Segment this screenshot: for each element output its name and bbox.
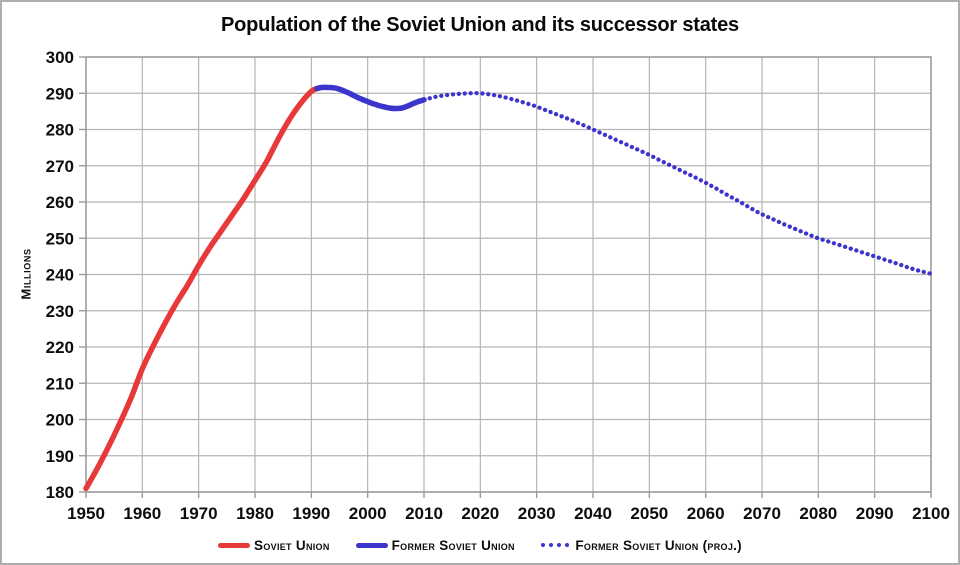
- line-swatch-icon: [218, 542, 251, 548]
- y-tick-label: 230: [46, 302, 74, 321]
- x-tick-label: 2010: [405, 504, 443, 523]
- x-tick-label: 2000: [349, 504, 387, 523]
- legend-item-former-soviet-union: Former Soviet Union: [355, 537, 515, 553]
- x-tick-label: 2100: [912, 504, 950, 523]
- chart-title: Population of the Soviet Union and its s…: [221, 14, 739, 36]
- y-tick-label: 220: [46, 338, 74, 357]
- x-tick-label: 2090: [856, 504, 894, 523]
- dot-icon: [556, 542, 562, 548]
- y-tick-label: 280: [46, 121, 74, 140]
- legend-item-former-soviet-union-proj: Former Soviet Union (proj.): [540, 537, 742, 553]
- dot-icon: [548, 542, 554, 548]
- former-soviet-union-proj-line: [421, 90, 934, 276]
- dot-icon: [564, 542, 570, 548]
- y-tick-label: 270: [46, 157, 74, 176]
- legend-label: Former Soviet Union: [391, 537, 515, 553]
- y-tick-label: 200: [46, 411, 74, 430]
- former-soviet-union-line: [314, 84, 427, 112]
- x-tick-label: 2060: [687, 504, 725, 523]
- x-tick-label: 1990: [292, 504, 330, 523]
- x-tick-label: 1960: [123, 504, 161, 523]
- x-tick-label: 1970: [180, 504, 218, 523]
- x-tick-label: 2080: [799, 504, 837, 523]
- dot-icon: [540, 542, 546, 548]
- x-tick-label: 2050: [630, 504, 668, 523]
- dotted-line-swatch-icon: [540, 542, 572, 548]
- soviet-union-line: [83, 85, 320, 492]
- legend: Soviet Union Former Soviet Union Former So…: [2, 534, 958, 556]
- x-tick-label: 2020: [461, 504, 499, 523]
- y-tick-label: 250: [46, 229, 74, 248]
- x-tick-label: 2030: [518, 504, 556, 523]
- x-tick-label: 2040: [574, 504, 612, 523]
- legend-item-soviet-union: Soviet Union: [218, 538, 330, 553]
- line-swatch-icon: [355, 542, 388, 548]
- y-tick-label: 190: [46, 447, 74, 466]
- y-tick-label: 300: [46, 48, 74, 67]
- legend-label: Former Soviet Union (proj.): [575, 537, 742, 553]
- y-tick-label: 240: [46, 266, 74, 285]
- legend-label: Soviet Union: [254, 537, 330, 553]
- y-tick-label: 180: [46, 483, 74, 502]
- y-tick-label: 260: [46, 193, 74, 212]
- y-tick-label: 290: [46, 84, 74, 103]
- x-tick-label: 2070: [743, 504, 781, 523]
- y-tick-label: 210: [46, 374, 74, 393]
- x-tick-label: 1980: [236, 504, 274, 523]
- x-tick-label: 1950: [67, 504, 105, 523]
